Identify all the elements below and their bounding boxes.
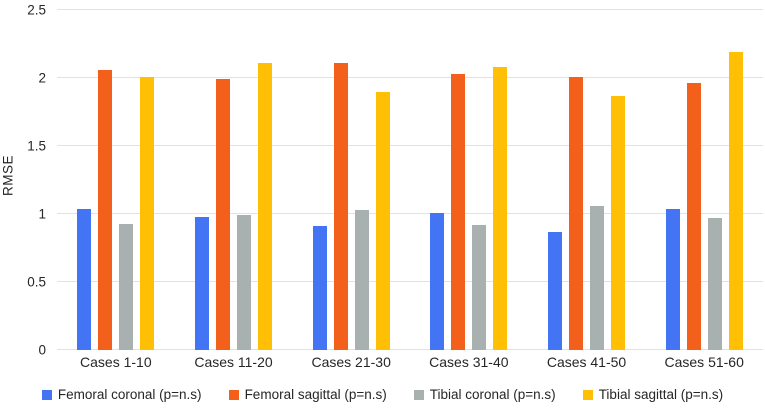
bar bbox=[451, 73, 466, 350]
legend-item: Femoral coronal (p=n.s) bbox=[41, 387, 202, 402]
legend-swatch-icon bbox=[582, 389, 593, 400]
legend-label: Tibial coronal (p=n.s) bbox=[429, 387, 556, 402]
y-tick-label-0.5: 0.5 bbox=[27, 274, 46, 290]
bar bbox=[119, 223, 134, 350]
bar bbox=[590, 205, 605, 350]
y-axis-tick-labels: 0 0.5 1 1.5 2 2.5 bbox=[0, 3, 52, 358]
gridline-y-0.5 bbox=[57, 281, 763, 282]
legend-item: Tibial coronal (p=n.s) bbox=[413, 387, 556, 402]
chart-legend: Femoral coronal (p=n.s) Femoral sagittal … bbox=[0, 387, 765, 402]
y-axis-title: RMSE bbox=[0, 155, 16, 197]
bar bbox=[611, 95, 626, 350]
legend-item: Femoral sagittal (p=n.s) bbox=[228, 387, 387, 402]
bar bbox=[707, 218, 722, 350]
y-tick-label-2.5: 2.5 bbox=[27, 2, 46, 18]
x-tick-label-3: Cases 21-30 bbox=[311, 354, 391, 370]
gridline-y-1 bbox=[57, 213, 763, 214]
legend-item: Tibial sagittal (p=n.s) bbox=[582, 387, 724, 402]
gridline-y-0 bbox=[57, 349, 763, 350]
y-tick-label-2: 2 bbox=[38, 70, 46, 86]
legend-swatch-icon bbox=[228, 389, 239, 400]
legend-swatch-icon bbox=[41, 389, 52, 400]
bar bbox=[430, 212, 445, 350]
bar bbox=[375, 91, 390, 350]
bar-group-6 bbox=[645, 10, 763, 350]
legend-label: Tibial sagittal (p=n.s) bbox=[598, 387, 724, 402]
bar bbox=[472, 224, 487, 350]
bar bbox=[728, 52, 743, 350]
bar bbox=[665, 208, 680, 350]
bar bbox=[258, 63, 272, 350]
x-tick-label-5: Cases 41-50 bbox=[546, 354, 627, 370]
bar-group-2 bbox=[175, 10, 293, 350]
bar bbox=[216, 79, 230, 350]
bar bbox=[548, 231, 563, 350]
bar bbox=[569, 76, 584, 350]
bar bbox=[140, 76, 155, 350]
bar-group-3 bbox=[292, 10, 410, 350]
y-tick-label-1: 1 bbox=[38, 206, 46, 222]
bar bbox=[333, 63, 348, 350]
bar bbox=[77, 208, 92, 350]
y-tick-label-0: 0 bbox=[38, 342, 46, 358]
x-tick-label-6: Cases 51-60 bbox=[664, 354, 744, 370]
y-tick-label-1.5: 1.5 bbox=[27, 138, 46, 154]
x-tick-label-1: Cases 1-10 bbox=[80, 354, 152, 370]
bar bbox=[686, 83, 701, 350]
plot-area bbox=[57, 9, 763, 350]
x-tick-label-2: Cases 11-20 bbox=[194, 354, 273, 370]
gridline-y-1.5 bbox=[57, 145, 763, 146]
bar bbox=[493, 67, 508, 350]
x-tick-label-4: Cases 31-40 bbox=[429, 354, 509, 370]
bar-group-1 bbox=[57, 10, 175, 350]
bar-groups-container bbox=[57, 10, 763, 350]
legend-label: Femoral coronal (p=n.s) bbox=[57, 387, 202, 402]
legend-swatch-icon bbox=[413, 389, 424, 400]
bar bbox=[98, 69, 113, 350]
bar bbox=[354, 209, 369, 350]
bar-group-4 bbox=[410, 10, 528, 350]
gridline-y-2.5 bbox=[57, 9, 763, 10]
bar bbox=[237, 215, 251, 350]
legend-label: Femoral sagittal (p=n.s) bbox=[244, 387, 387, 402]
x-axis-tick-labels: Cases 1-10 Cases 11-20 Cases 21-30 Cases 31… bbox=[57, 354, 763, 370]
bar bbox=[312, 226, 327, 350]
bar bbox=[195, 216, 209, 350]
bar-group-5 bbox=[528, 10, 646, 350]
gridline-y-2 bbox=[57, 77, 763, 78]
